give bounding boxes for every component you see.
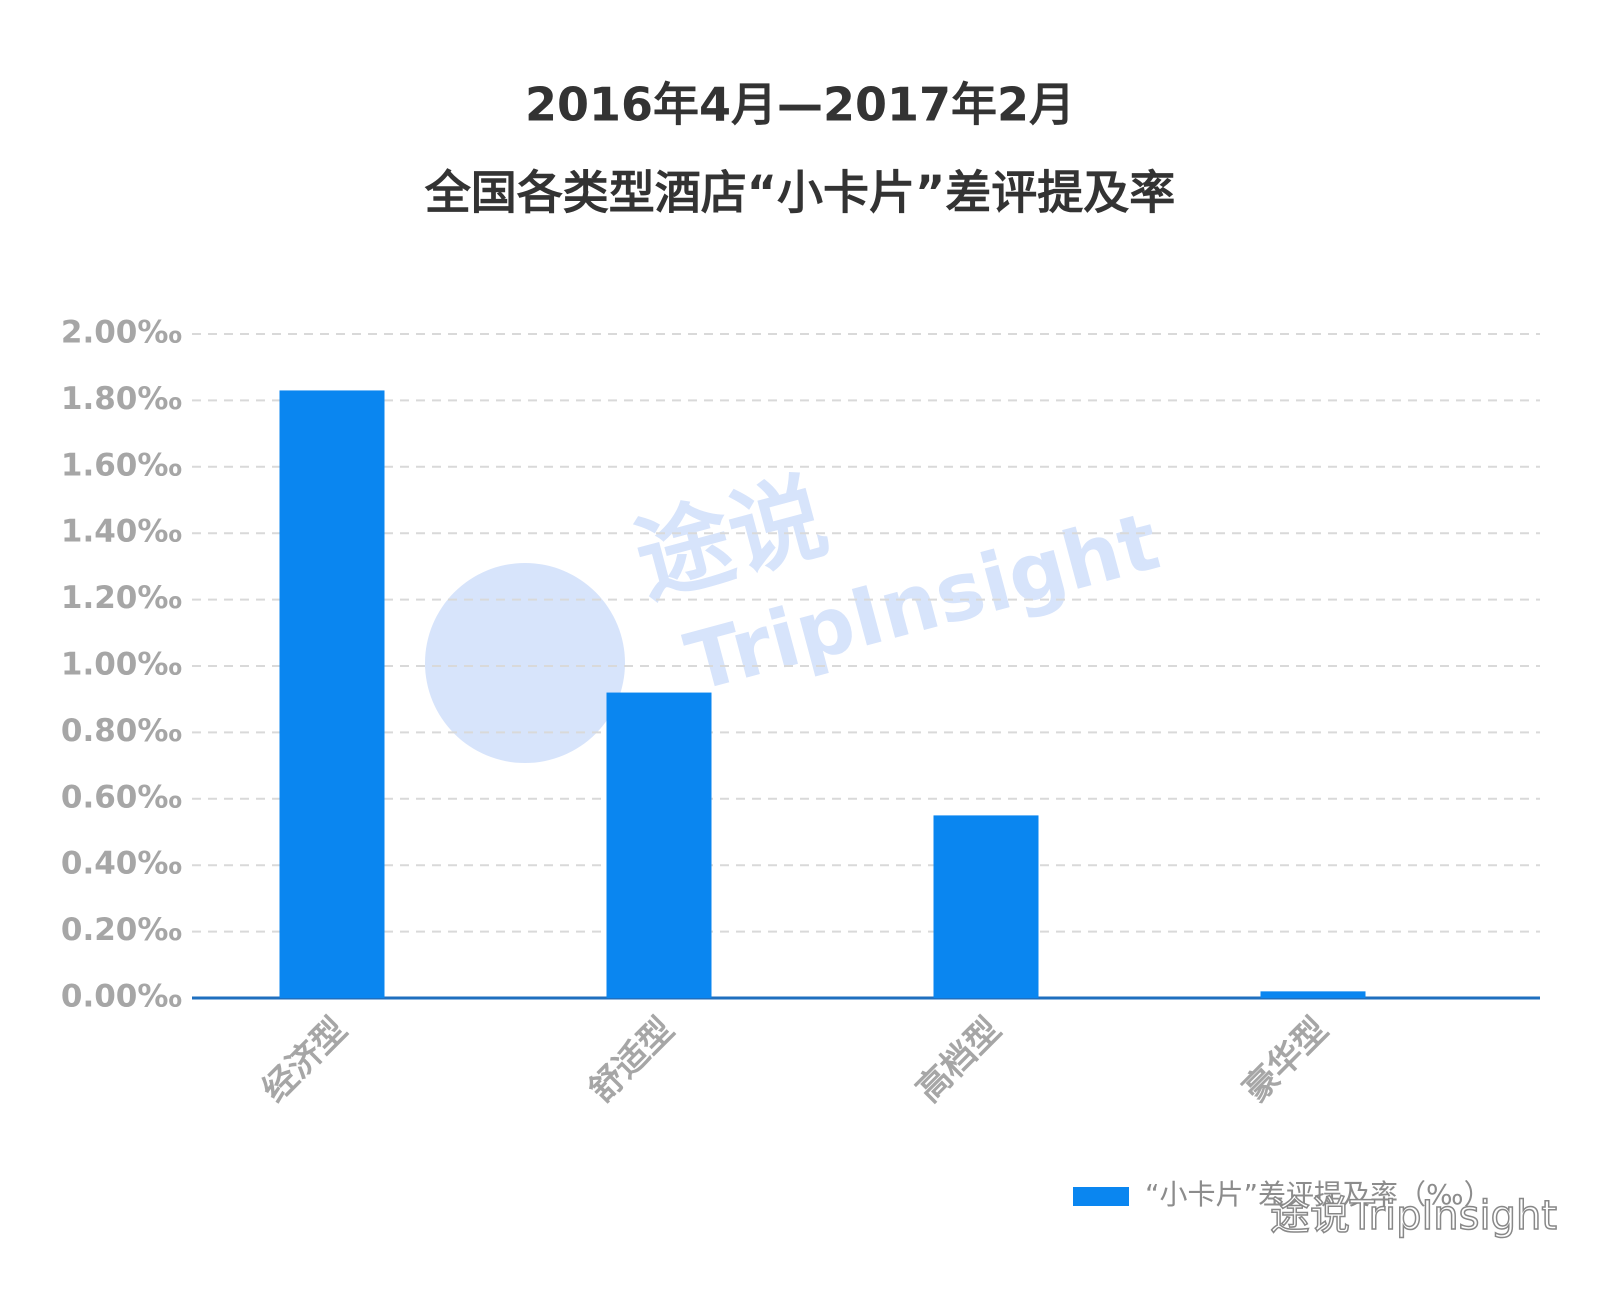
y-tick-label: 0.00‰	[61, 979, 182, 1015]
legend-swatch	[1073, 1187, 1129, 1206]
bar	[279, 390, 385, 998]
y-tick-label: 1.80‰	[61, 381, 182, 417]
x-tick-label: 经济型	[255, 1010, 355, 1110]
bar	[1260, 991, 1366, 998]
legend-label: “小卡片”差评提及率（‰）	[1145, 1178, 1492, 1211]
watermark: 途说 TripInsight	[425, 460, 1168, 763]
y-tick-label: 1.40‰	[61, 514, 182, 550]
bar	[933, 815, 1039, 998]
x-tick-label: 豪华型	[1236, 1010, 1336, 1110]
watermark-logo	[425, 563, 625, 763]
y-tick-label: 0.80‰	[61, 713, 182, 749]
y-tick-label: 0.60‰	[61, 779, 182, 815]
x-tick-label: 舒适型	[582, 1010, 682, 1110]
y-tick-label: 0.20‰	[61, 912, 182, 948]
chart-title: 全国各类型酒店“小卡片”差评提及率	[424, 166, 1175, 220]
y-tick-label: 2.00‰	[61, 315, 182, 351]
x-tick-label: 高档型	[909, 1010, 1009, 1110]
y-tick-label: 1.60‰	[61, 447, 182, 483]
bar	[606, 692, 712, 998]
watermark-text: 途说TripInsight	[1270, 1193, 1557, 1239]
y-tick-label: 1.20‰	[61, 580, 182, 616]
y-tick-label: 1.00‰	[61, 647, 182, 683]
y-tick-label: 0.40‰	[61, 846, 182, 882]
chart-title: 2016年4月—2017年2月	[525, 78, 1075, 132]
